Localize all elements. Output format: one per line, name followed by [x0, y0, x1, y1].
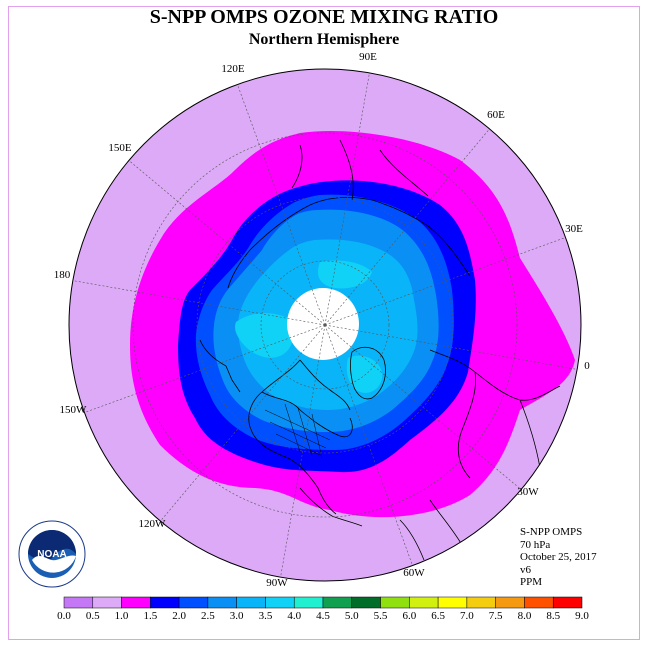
lon-label-90w: 90W — [266, 577, 288, 589]
info-pressure: 70 hPa — [520, 538, 551, 551]
colorbar-tick-label: 7.0 — [460, 610, 474, 622]
colorbar-tick-label: 8.5 — [546, 610, 560, 622]
colorbar-tick-label: 5.0 — [345, 610, 359, 622]
colorbar-segment — [63, 596, 94, 609]
colorbar-segment — [495, 596, 525, 609]
colorbar-tick-label: 2.5 — [201, 610, 215, 622]
us-state-lines — [264, 403, 331, 459]
latitude-circle — [260, 260, 390, 390]
longitude-line — [128, 160, 326, 326]
colorbar-segment — [380, 596, 410, 609]
colorbar-tick-label: 1.0 — [115, 610, 129, 622]
colorbar-tick-label: 0.5 — [86, 610, 100, 622]
colorbar-segment — [178, 596, 209, 609]
longitude-line — [237, 84, 326, 326]
colorbar-tick-label: 6.5 — [431, 610, 445, 622]
longitude-line — [280, 324, 326, 578]
colorbar-tick-label: 2.0 — [172, 610, 186, 622]
longitude-line — [72, 280, 326, 326]
colorbar-tick-label: 5.5 — [374, 610, 388, 622]
info-panel: S-NPP OMPS 70 hPa October 25, 2017 v6 PP… — [520, 526, 597, 589]
longitude-line — [160, 324, 326, 522]
contour-level-6-tertiary — [317, 260, 372, 289]
lon-label-150e: 150E — [108, 142, 132, 154]
colorbar-segment — [466, 596, 496, 609]
longitude-line — [324, 324, 578, 370]
colorbar-tick-label: 3.0 — [230, 610, 244, 622]
longitude-line — [324, 324, 522, 490]
noaa-logo: NOAA — [18, 520, 86, 588]
colorbar-tick-label: 1.5 — [143, 610, 157, 622]
colorbar-segment — [293, 596, 324, 609]
colorbar-segment — [524, 596, 554, 609]
colorbar-segment — [265, 596, 295, 609]
colorbar-segment — [92, 596, 122, 609]
colorbar-segment — [409, 596, 439, 609]
longitude-labels: 90E 60E 30E 0 30W 60W 90W 120W 150W 180 … — [54, 51, 591, 589]
contour-level-6-secondary — [346, 355, 383, 393]
lon-label-60e: 60E — [487, 109, 505, 121]
colorbar-tick-label: 6.0 — [402, 610, 416, 622]
longitude-line — [324, 237, 566, 326]
lon-label-120w: 120W — [139, 518, 167, 530]
lon-label-120e: 120E — [221, 63, 245, 75]
info-unit: PPM — [520, 576, 543, 588]
polar-no-data — [287, 288, 359, 360]
colorbar-tick-label: 8.0 — [518, 610, 532, 622]
colorbar-segment — [351, 596, 381, 609]
colorbar-tick-label: 4.5 — [316, 610, 330, 622]
colorbar-segment — [121, 596, 151, 609]
colorbar-segment — [207, 596, 237, 609]
logo-text: NOAA — [37, 549, 66, 560]
figure-frame — [8, 6, 640, 640]
longitude-line — [324, 324, 413, 566]
graticule — [72, 72, 578, 578]
colorbar-tick-label: 9.0 — [575, 610, 589, 622]
contour-level-6 — [235, 313, 294, 358]
lon-label-30e: 30E — [565, 223, 583, 235]
lon-label-30w: 30W — [517, 486, 539, 498]
latitude-circle — [196, 196, 454, 454]
lon-label-60w: 60W — [403, 567, 425, 579]
colorbar-tick-label: 3.5 — [259, 610, 273, 622]
colorbar-tick-label: 7.5 — [489, 610, 503, 622]
map-border — [68, 68, 582, 582]
longitude-line — [324, 72, 370, 326]
colorbar-segment — [322, 596, 353, 609]
coastlines — [199, 139, 561, 561]
colorbar-segment — [150, 596, 180, 609]
longitude-line — [84, 324, 326, 413]
colorbar-tick-label: 4.0 — [287, 610, 301, 622]
lon-label-0: 0 — [584, 360, 590, 372]
latitude-circle — [132, 132, 518, 518]
figure-title: S-NPP OMPS OZONE MIXING RATIO — [149, 6, 499, 28]
colorbar-segment — [236, 596, 266, 609]
lon-label-150w: 150W — [60, 404, 88, 416]
colorbar: 0.0 0.5 1.0 1.5 2.0 2.5 3.0 3.5 4.0 4.5 5.0 5.5 6.0 6… — [57, 596, 589, 622]
info-version: v6 — [520, 563, 531, 576]
longitude-line — [324, 128, 490, 326]
info-instrument: S-NPP OMPS — [520, 526, 583, 538]
colorbar-tick-label: 0.0 — [57, 610, 71, 622]
colorbar-segment — [437, 596, 468, 609]
figure-subtitle: Northern Hemisphere — [248, 31, 400, 48]
colorbar-segment — [552, 596, 583, 609]
info-date: October 25, 2017 — [520, 551, 597, 563]
lon-label-90e: 90E — [359, 51, 377, 63]
lon-label-180: 180 — [54, 269, 71, 281]
